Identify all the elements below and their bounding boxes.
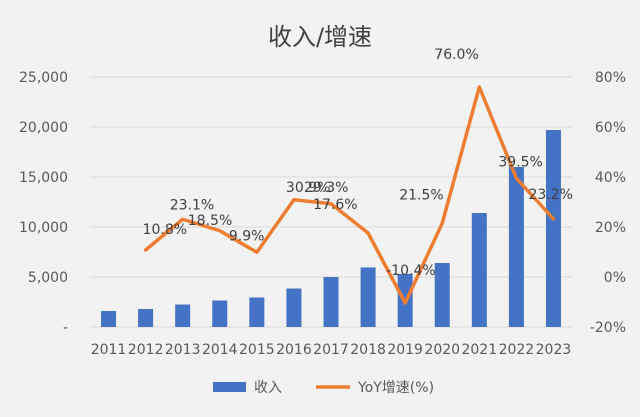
x-tick-label: 2013 bbox=[165, 342, 201, 358]
right-tick-label: 80% bbox=[595, 70, 626, 86]
right-tick-label: 0% bbox=[604, 270, 626, 286]
growth-series-line bbox=[143, 85, 556, 305]
x-tick-label: 2015 bbox=[239, 342, 275, 358]
legend: 收入 YoY增速(%) bbox=[213, 380, 434, 396]
revenue-bar bbox=[508, 167, 524, 327]
growth-line bbox=[143, 85, 556, 305]
revenue-bar bbox=[175, 304, 191, 327]
left-axis: - 5,000 10,000 15,000 20,000 25,000 bbox=[19, 70, 68, 336]
left-tick-label: 10,000 bbox=[19, 220, 68, 236]
legend-label-growth: YoY增速(%) bbox=[357, 380, 434, 396]
right-tick-label: 60% bbox=[595, 120, 626, 136]
growth-data-label: 76.0% bbox=[434, 47, 478, 63]
revenue-bar bbox=[286, 288, 302, 327]
gridlines bbox=[90, 76, 572, 328]
growth-data-label: 21.5% bbox=[399, 187, 443, 203]
left-tick-label: 15,000 bbox=[19, 170, 68, 186]
right-tick-label: -20% bbox=[590, 320, 626, 336]
left-tick-label: 5,000 bbox=[28, 270, 68, 286]
left-tick-label: 25,000 bbox=[19, 70, 68, 86]
growth-data-label: 9.9% bbox=[229, 228, 265, 244]
x-tick-label: 2011 bbox=[91, 342, 127, 358]
growth-data-label: 23.1% bbox=[170, 197, 214, 213]
chart-title: 收入/增速 bbox=[268, 23, 372, 51]
revenue-bar bbox=[360, 267, 376, 327]
x-tick-label: 2021 bbox=[461, 342, 497, 358]
x-tick-label: 2020 bbox=[424, 342, 460, 358]
growth-data-label: 18.5% bbox=[188, 213, 232, 229]
growth-data-label: 23.2% bbox=[528, 187, 572, 203]
x-tick-label: 2018 bbox=[350, 342, 386, 358]
revenue-bar bbox=[249, 297, 265, 327]
revenue-bar bbox=[212, 300, 228, 327]
revenue-bars bbox=[101, 130, 561, 327]
x-tick-label: 2019 bbox=[387, 342, 423, 358]
x-axis: 2011 2012 2013 2014 2015 2016 2017 2018 2019 2020… bbox=[91, 342, 572, 358]
growth-data-labels: 10.8% 23.1%18.5%9.9% 30.9%29.3%17.6% -10.4%… bbox=[143, 47, 573, 279]
x-tick-label: 2012 bbox=[128, 342, 164, 358]
growth-data-label: 10.8% bbox=[143, 222, 187, 238]
growth-data-label: 30.9% bbox=[286, 180, 330, 196]
right-axis: -20% 0% 20% 40% 60% 80% bbox=[590, 70, 626, 336]
growth-data-label: 17.6% bbox=[313, 197, 357, 213]
x-tick-label: 2017 bbox=[313, 342, 349, 358]
right-tick-label: 20% bbox=[595, 220, 626, 236]
revenue-bar bbox=[101, 311, 117, 327]
legend-label-revenue: 收入 bbox=[254, 380, 282, 396]
revenue-bar bbox=[323, 277, 339, 327]
x-tick-label: 2022 bbox=[499, 342, 535, 358]
growth-data-label: 29.3% bbox=[304, 180, 348, 196]
revenue-bar bbox=[545, 130, 561, 327]
growth-data-label: -10.4% bbox=[386, 263, 436, 279]
left-tick-label: 20,000 bbox=[19, 120, 68, 136]
left-tick-label: - bbox=[63, 320, 68, 336]
revenue-bar bbox=[138, 309, 154, 327]
revenue-bar bbox=[434, 263, 450, 327]
legend-swatch-revenue bbox=[213, 382, 246, 392]
x-tick-label: 2023 bbox=[536, 342, 572, 358]
right-tick-label: 40% bbox=[595, 170, 626, 186]
revenue-bar bbox=[471, 213, 487, 327]
growth-data-label: 39.5% bbox=[498, 154, 542, 170]
x-tick-label: 2016 bbox=[276, 342, 312, 358]
x-tick-label: 2014 bbox=[202, 342, 238, 358]
